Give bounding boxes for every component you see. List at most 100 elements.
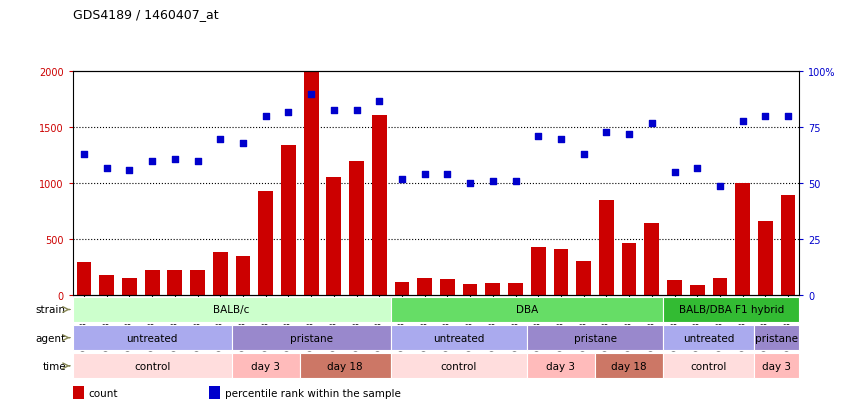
Text: BALB/c: BALB/c	[214, 305, 250, 315]
Text: untreated: untreated	[127, 333, 178, 343]
Bar	[327, 177, 341, 296]
Bar	[527, 353, 595, 379]
Text: untreated: untreated	[433, 333, 485, 343]
Point	[532, 134, 545, 140]
Bar	[663, 325, 754, 351]
Text: count: count	[89, 388, 118, 398]
Bar	[190, 271, 205, 296]
Text: GDS4189 / 1460407_at: GDS4189 / 1460407_at	[73, 8, 218, 21]
Point	[599, 129, 613, 136]
Bar	[417, 278, 432, 296]
Point	[736, 118, 750, 125]
Point	[236, 140, 250, 147]
Point	[168, 156, 182, 163]
Bar	[663, 353, 754, 379]
Bar	[440, 279, 455, 296]
Bar	[595, 353, 663, 379]
Bar	[122, 278, 137, 296]
Point	[781, 114, 795, 120]
Bar	[645, 223, 659, 296]
Bar	[508, 283, 523, 296]
Bar	[754, 325, 799, 351]
Point	[554, 136, 568, 142]
Point	[440, 172, 454, 178]
Bar	[735, 183, 750, 296]
Point	[214, 136, 227, 142]
Bar	[213, 252, 227, 296]
Bar	[781, 195, 795, 296]
Point	[77, 152, 91, 158]
Point	[463, 181, 477, 188]
Bar	[395, 282, 410, 296]
Bar	[300, 353, 391, 379]
Point	[668, 169, 681, 176]
Bar	[372, 116, 386, 296]
Point	[350, 107, 363, 114]
Text: pristane: pristane	[574, 333, 616, 343]
Point	[145, 158, 159, 165]
Text: strain: strain	[36, 305, 66, 315]
Text: BALB/DBA F1 hybrid: BALB/DBA F1 hybrid	[679, 305, 784, 315]
Text: time: time	[42, 361, 66, 371]
Text: DBA: DBA	[516, 305, 538, 315]
Bar	[73, 325, 232, 351]
Bar	[144, 271, 160, 296]
Bar	[690, 286, 705, 296]
Bar	[712, 278, 728, 296]
Bar	[281, 146, 296, 296]
Point	[418, 172, 432, 178]
Point	[304, 91, 318, 98]
Bar	[391, 325, 527, 351]
Point	[191, 158, 204, 165]
Bar	[758, 221, 773, 296]
Bar	[73, 297, 391, 323]
Point	[758, 114, 772, 120]
Bar	[232, 353, 300, 379]
Point	[509, 178, 522, 185]
Bar	[391, 297, 663, 323]
Text: day 3: day 3	[251, 361, 280, 371]
Bar	[531, 248, 545, 296]
Text: control: control	[440, 361, 477, 371]
Point	[577, 152, 591, 158]
Bar	[754, 353, 799, 379]
Bar	[486, 283, 500, 296]
Bar	[576, 261, 591, 296]
Bar	[209, 386, 221, 399]
Bar	[663, 297, 799, 323]
Bar	[304, 72, 319, 296]
Bar	[168, 270, 182, 296]
Bar	[527, 325, 663, 351]
Bar	[553, 249, 569, 296]
Text: pristane: pristane	[290, 333, 333, 343]
Bar	[667, 280, 682, 296]
Text: day 3: day 3	[546, 361, 575, 371]
Bar	[73, 386, 84, 399]
Point	[395, 176, 409, 183]
Text: control: control	[690, 361, 727, 371]
Text: day 18: day 18	[327, 361, 363, 371]
Point	[259, 114, 273, 120]
Point	[373, 98, 386, 104]
Bar	[236, 256, 251, 296]
Bar	[232, 325, 391, 351]
Text: percentile rank within the sample: percentile rank within the sample	[225, 388, 401, 398]
Point	[327, 107, 340, 114]
Text: untreated: untreated	[683, 333, 734, 343]
Bar	[349, 161, 364, 296]
Bar	[391, 353, 527, 379]
Bar	[599, 200, 614, 296]
Bar	[77, 262, 91, 296]
Point	[690, 165, 704, 172]
Bar	[463, 284, 477, 296]
Bar	[99, 275, 114, 296]
Bar	[73, 353, 232, 379]
Point	[622, 131, 636, 138]
Text: day 18: day 18	[611, 361, 647, 371]
Text: agent: agent	[36, 333, 66, 343]
Point	[122, 167, 136, 174]
Text: day 3: day 3	[762, 361, 791, 371]
Point	[281, 109, 295, 116]
Text: control: control	[134, 361, 170, 371]
Point	[486, 178, 499, 185]
